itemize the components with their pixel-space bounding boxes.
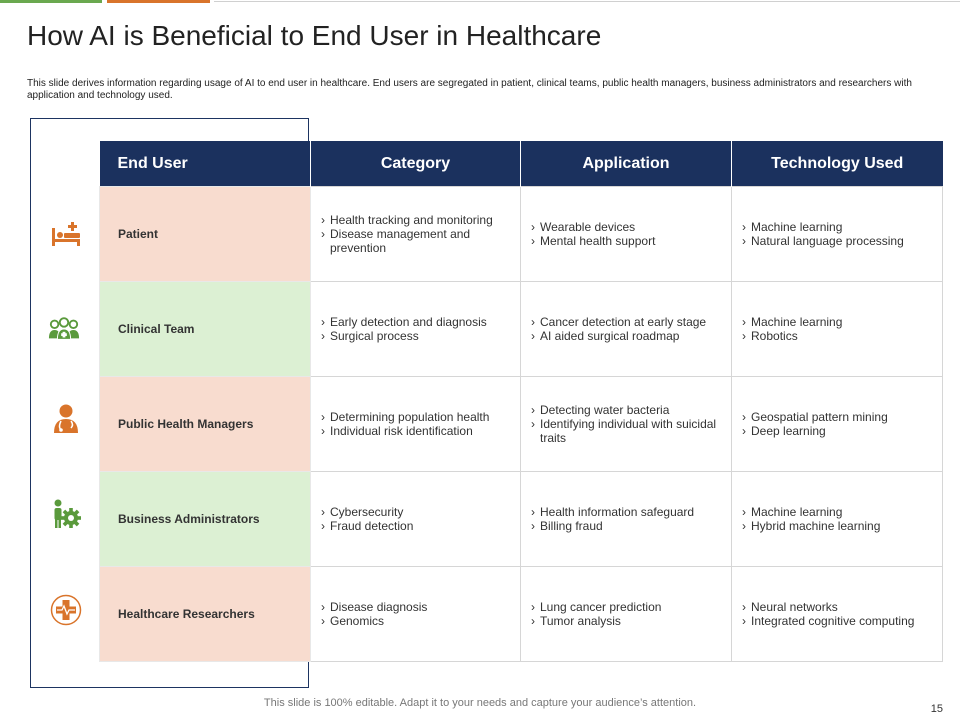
accent-bar-green: [0, 0, 102, 3]
application-cell: Wearable devices Mental health support: [520, 186, 732, 282]
header-category: Category: [310, 141, 521, 187]
footer-note: This slide is 100% editable. Adapt it to…: [263, 697, 697, 709]
list-item: Machine learning: [742, 315, 934, 329]
application-cell: Lung cancer prediction Tumor analysis: [520, 566, 732, 662]
category-cell: Cybersecurity Fraud detection: [310, 471, 521, 567]
application-cell: Health information safeguard Billing fra…: [520, 471, 732, 567]
list-item: Neural networks: [742, 600, 934, 614]
list-item: Cybersecurity: [321, 505, 512, 519]
list-item: Machine learning: [742, 505, 934, 519]
end-user-cell: Clinical Team: [99, 281, 311, 377]
technology-cell: Machine learning Natural language proces…: [731, 186, 943, 282]
end-user-cell: Public Health Managers: [99, 376, 311, 472]
table-row-public-health-managers: Public Health Managers Determining popul…: [99, 376, 943, 472]
category-cell: Determining population health Individual…: [310, 376, 521, 472]
application-cell: Detecting water bacteria Identifying ind…: [520, 376, 732, 472]
medical-cross-icon: [50, 594, 82, 626]
list-item: Disease management and prevention: [321, 227, 512, 255]
technology-cell: Machine learning Hybrid machine learning: [731, 471, 943, 567]
list-item: Billing fraud: [531, 519, 723, 533]
technology-cell: Geospatial pattern mining Deep learning: [731, 376, 943, 472]
list-item: Lung cancer prediction: [531, 600, 723, 614]
list-item: Tumor analysis: [531, 614, 723, 628]
doctor-icon: [54, 404, 78, 433]
table-row-clinical-team: Clinical Team Early detection and diagno…: [99, 281, 943, 377]
list-item: Wearable devices: [531, 220, 723, 234]
list-item: Disease diagnosis: [321, 600, 512, 614]
category-cell: Disease diagnosis Genomics: [310, 566, 521, 662]
top-divider: [214, 1, 960, 2]
list-item: Surgical process: [321, 329, 512, 343]
end-user-cell: Patient: [99, 186, 311, 282]
list-item: Integrated cognitive computing: [742, 614, 934, 628]
header-technology: Technology Used: [731, 141, 943, 187]
list-item: Mental health support: [531, 234, 723, 248]
admin-gear-icon: [54, 499, 81, 528]
end-user-table: End User Category Application Technology…: [99, 141, 943, 662]
table-row-business-administrators: Business Administrators Cybersecurity Fr…: [99, 471, 943, 567]
list-item: Early detection and diagnosis: [321, 315, 512, 329]
list-item: Detecting water bacteria: [531, 403, 723, 417]
list-item: Identifying individual with suicidal tra…: [531, 417, 723, 445]
header-application: Application: [520, 141, 732, 187]
technology-cell: Neural networks Integrated cognitive com…: [731, 566, 943, 662]
hospital-bed-icon: [52, 222, 80, 246]
list-item: Deep learning: [742, 424, 934, 438]
application-cell: Cancer detection at early stage AI aided…: [520, 281, 732, 377]
end-user-cell: Healthcare Researchers: [99, 566, 311, 662]
list-item: Hybrid machine learning: [742, 519, 934, 533]
list-item: Geospatial pattern mining: [742, 410, 934, 424]
list-item: Natural language processing: [742, 234, 934, 248]
table-header-row: End User Category Application Technology…: [99, 141, 943, 187]
list-item: Health tracking and monitoring: [321, 213, 512, 227]
list-item: Fraud detection: [321, 519, 512, 533]
list-item: Robotics: [742, 329, 934, 343]
list-item: Determining population health: [321, 410, 512, 424]
list-item: AI aided surgical roadmap: [531, 329, 723, 343]
list-item: Genomics: [321, 614, 512, 628]
list-item: Machine learning: [742, 220, 934, 234]
list-item: Individual risk identification: [321, 424, 512, 438]
end-user-cell: Business Administrators: [99, 471, 311, 567]
table-row-patient: Patient Health tracking and monitoring D…: [99, 186, 943, 282]
category-cell: Early detection and diagnosis Surgical p…: [310, 281, 521, 377]
table-row-healthcare-researchers: Healthcare Researchers Disease diagnosis…: [99, 566, 943, 662]
slide-title: How AI is Beneficial to End User in Heal…: [27, 20, 602, 51]
accent-bar-orange: [107, 0, 210, 3]
header-end-user: End User: [99, 141, 311, 187]
list-item: Health information safeguard: [531, 505, 723, 519]
category-cell: Health tracking and monitoring Disease m…: [310, 186, 521, 282]
technology-cell: Machine learning Robotics: [731, 281, 943, 377]
page-number: 15: [930, 703, 943, 715]
list-item: Cancer detection at early stage: [531, 315, 723, 329]
medical-team-icon: [48, 317, 80, 340]
slide-description: This slide derives information regarding…: [27, 78, 912, 101]
